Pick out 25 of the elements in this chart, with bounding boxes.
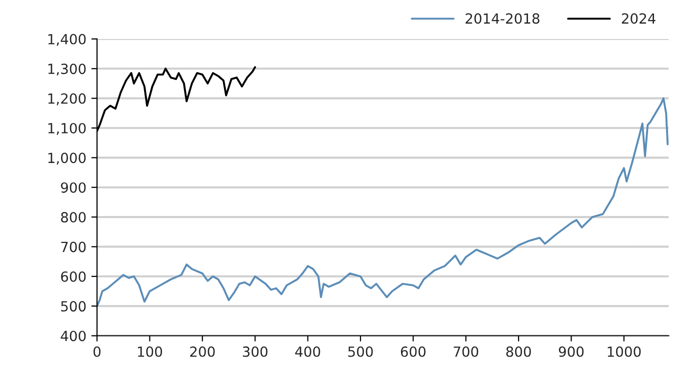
y-tick-label: 800 <box>61 212 86 223</box>
legend-label: 2024 <box>622 13 656 24</box>
x-tick-label: 0 <box>94 346 101 357</box>
x-tick-label: 900 <box>558 346 584 357</box>
x-tick-label: 100 <box>138 346 162 357</box>
y-tick-label: 1,200 <box>48 93 86 106</box>
x-tick-label: 400 <box>295 346 320 357</box>
x-tick-label: 600 <box>400 346 426 357</box>
x-tick-label: 200 <box>190 346 215 357</box>
x-tick-label: 500 <box>348 346 373 357</box>
x-tick-label: 300 <box>242 346 268 357</box>
y-tick-label: 1,300 <box>48 64 86 76</box>
x-tick-label: 800 <box>506 346 531 357</box>
y-tick-label: 500 <box>61 301 86 312</box>
line-series <box>97 97 669 308</box>
y-tick-label: 1,000 <box>48 152 86 165</box>
y-tick-label: 900 <box>60 182 86 193</box>
legend-label: 2014-2018 <box>466 13 540 24</box>
x-tick-label: 700 <box>454 346 478 357</box>
y-tick-label: 600 <box>61 271 86 282</box>
x-tick-label: 1000 <box>608 346 641 357</box>
y-tick-label: 400 <box>60 330 86 342</box>
y-tick-label: 1,100 <box>48 122 86 135</box>
y-tick-label: 1,400 <box>48 34 86 46</box>
y-tick-label: 700 <box>61 242 86 252</box>
